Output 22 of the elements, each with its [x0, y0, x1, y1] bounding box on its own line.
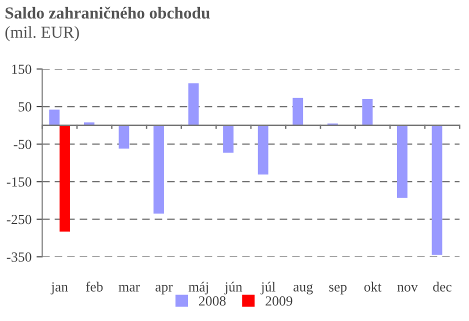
x-tick-label: nov — [397, 284, 418, 292]
x-tick-label: sep — [329, 284, 347, 294]
x-tick-label: jan — [50, 282, 68, 294]
legend-label: 2009 — [266, 296, 292, 306]
x-tick-label: feb — [86, 282, 103, 292]
x-tick-label: máj — [188, 282, 208, 294]
y-tick-label: 150 — [12, 64, 32, 74]
y-tick-label: -350 — [6, 252, 32, 262]
y-tick-label: -50 — [14, 140, 32, 150]
x-tick-label: okt — [364, 282, 382, 292]
legend-label: 2008 — [199, 296, 226, 306]
y-tick-label: -150 — [6, 177, 32, 187]
x-tick-label: dec — [433, 282, 452, 292]
chart-title: Saldo zahraničného obchodu — [6, 6, 210, 19]
x-tick-label: apr — [156, 284, 173, 294]
y-tick-label: -250 — [6, 214, 32, 224]
chart-subtitle: (mil. EUR) — [5, 26, 79, 42]
x-tick-label: júl — [260, 282, 276, 294]
x-tick-label: mar — [118, 284, 140, 292]
x-tick-label: jún — [224, 282, 242, 294]
y-tick-label: 50 — [18, 102, 32, 112]
x-tick-label: aug — [294, 284, 313, 294]
